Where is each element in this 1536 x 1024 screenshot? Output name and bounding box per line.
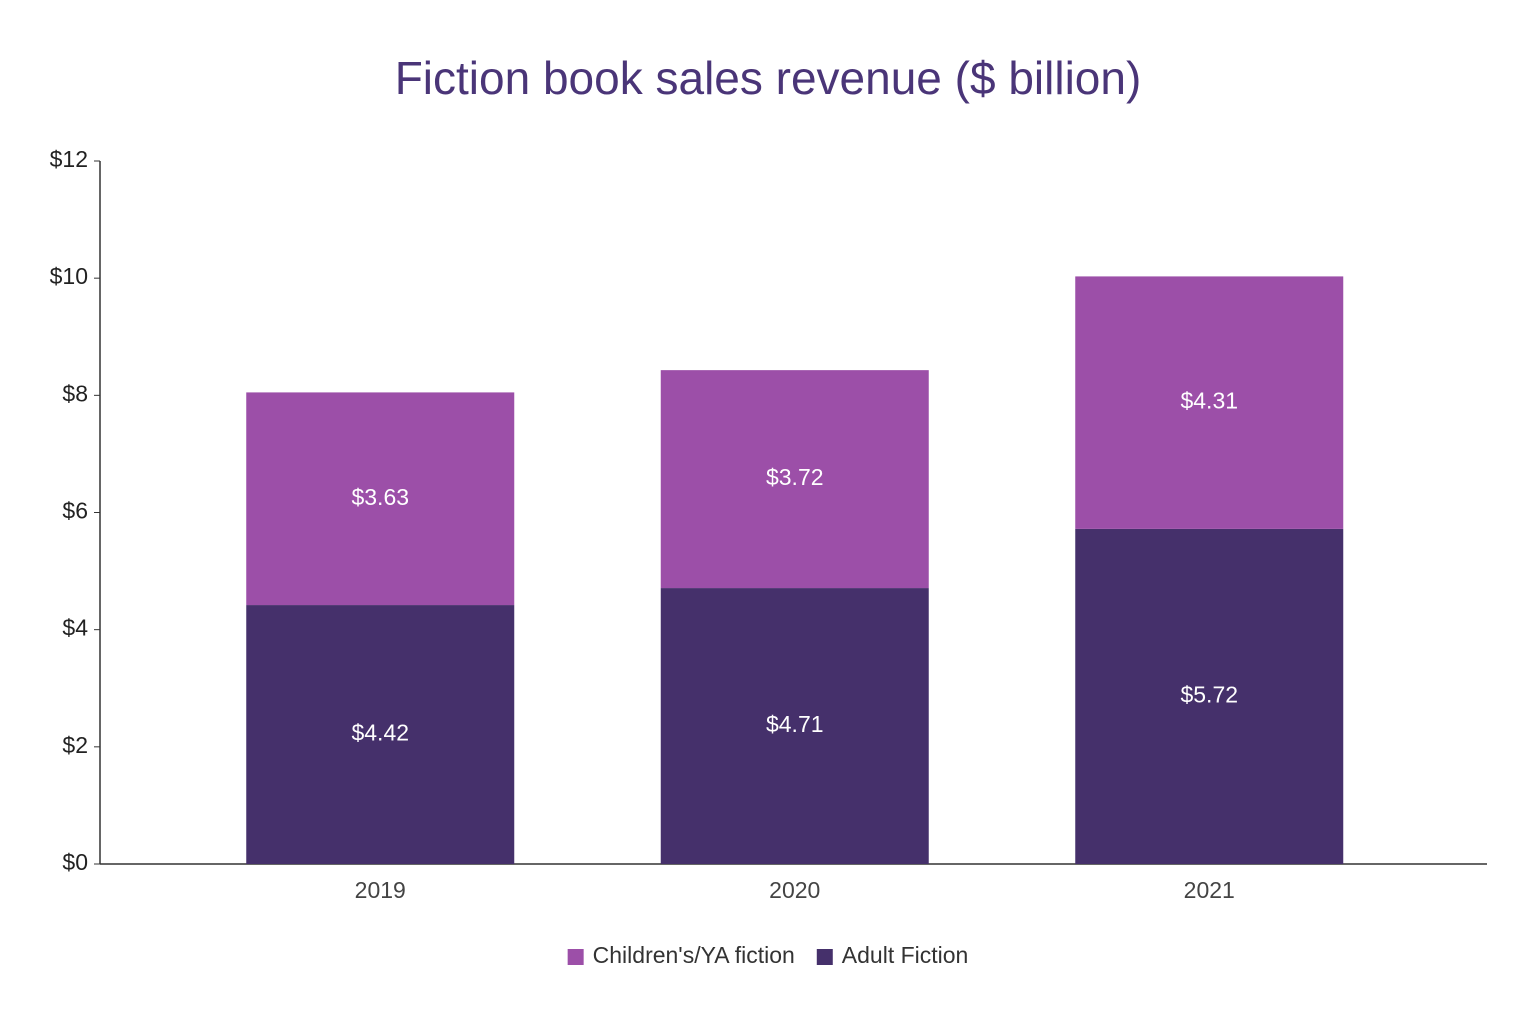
legend-swatch <box>567 949 584 965</box>
x-tick-label: 2019 <box>355 877 406 903</box>
y-tick-label: $8 <box>62 380 88 406</box>
y-tick-label: $2 <box>62 732 88 758</box>
y-tick-label: $0 <box>62 849 88 875</box>
bar-segment <box>1075 276 1344 529</box>
bar-segment <box>246 605 515 864</box>
x-tick-label: 2021 <box>1184 877 1235 903</box>
value-label: $3.72 <box>766 464 824 490</box>
y-tick-label: $6 <box>62 498 88 524</box>
value-label: $3.63 <box>351 484 409 510</box>
x-tick-label: 2020 <box>769 877 820 903</box>
value-label: $4.42 <box>351 720 409 746</box>
chart-title: Fiction book sales revenue ($ billion) <box>395 52 1142 104</box>
y-tick-label: $4 <box>62 615 88 641</box>
bar-segment <box>660 588 929 864</box>
legend-label: Adult Fiction <box>842 942 969 968</box>
y-tick-label: $10 <box>50 263 88 289</box>
bar-segment <box>660 370 929 589</box>
bar-segment <box>1075 528 1344 864</box>
value-label: $4.71 <box>766 711 824 737</box>
value-label: $4.31 <box>1180 388 1238 414</box>
bar-segment <box>246 392 515 606</box>
legend-label: Children's/YA fiction <box>593 942 795 968</box>
legend-swatch <box>816 949 833 965</box>
y-tick-label: $12 <box>50 146 88 172</box>
value-label: $5.72 <box>1180 682 1238 708</box>
